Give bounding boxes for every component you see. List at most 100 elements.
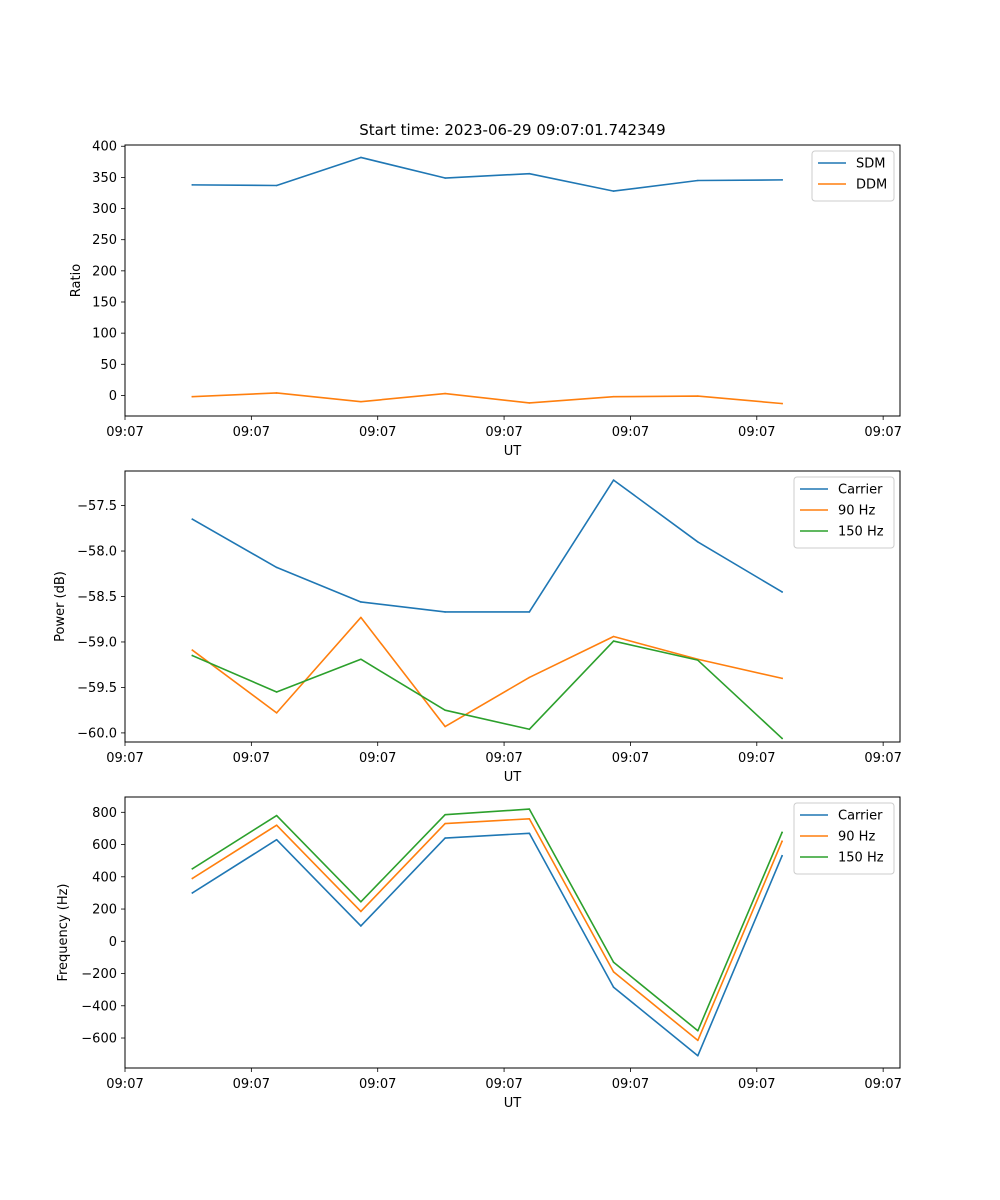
data-point (444, 822, 446, 825)
x-tick-label: 09:07 (864, 751, 901, 766)
data-point (781, 737, 783, 740)
data-point (444, 837, 446, 839)
y-tick-label: 100 (92, 327, 117, 342)
figure-title: Start time: 2023-06-29 09:07:01.742349 (359, 121, 665, 139)
data-point (275, 184, 278, 187)
data-point (697, 1054, 699, 1057)
data-point (360, 400, 362, 403)
y-tick-label: 250 (92, 233, 117, 248)
data-point (444, 177, 446, 179)
legend-label: 90 Hz (838, 830, 875, 845)
data-point (697, 1029, 699, 1032)
x-tick-label: 09:07 (233, 1077, 270, 1092)
x-tick-label: 09:07 (233, 425, 270, 440)
legend-label: DDM (856, 178, 887, 193)
y-tick-label: −60.0 (77, 726, 117, 741)
data-point (444, 392, 446, 395)
legend: Carrier 90 Hz 150 Hz (793, 476, 895, 549)
y-tick-label: −58.0 (77, 545, 117, 560)
data-point (444, 813, 446, 816)
y-tick-label: 400 (92, 140, 117, 155)
x-tick-label: 09:07 (738, 425, 775, 440)
data-point (360, 156, 362, 159)
data-point (781, 831, 783, 834)
y-tick-label: −59.5 (77, 681, 117, 696)
data-point (275, 691, 278, 693)
data-point (528, 611, 531, 613)
data-point (444, 725, 446, 728)
legend-label: 150 Hz (838, 525, 884, 540)
y-axis-label: Frequency (Hz) (56, 883, 71, 981)
legend: SDM DDM (811, 150, 895, 202)
data-point (528, 832, 531, 835)
data-point (528, 728, 531, 731)
y-tick-label: 300 (92, 202, 117, 217)
data-point (612, 395, 615, 398)
data-point (360, 910, 362, 913)
y-tick-label: 150 (92, 295, 117, 310)
legend: Carrier 90 Hz 150 Hz (793, 802, 895, 875)
x-tick-label: 09:07 (106, 425, 143, 440)
data-point (697, 179, 699, 182)
data-point (360, 925, 362, 927)
data-point (360, 658, 362, 661)
data-point (781, 855, 783, 857)
data-point (191, 184, 194, 186)
x-axis-label: UT (504, 770, 522, 785)
x-tick-label: 09:07 (359, 751, 396, 766)
x-tick-label: 09:07 (233, 751, 270, 766)
series-line-150-hz (191, 808, 784, 1032)
series-line-sdm (191, 156, 783, 192)
data-point (528, 808, 531, 810)
data-point (191, 395, 194, 398)
x-tick-label: 09:07 (106, 1077, 143, 1092)
series-line-90-hz (191, 817, 784, 1042)
y-tick-label: 400 (92, 870, 117, 885)
data-point (612, 190, 615, 192)
data-point (528, 676, 531, 679)
y-tick-label: 800 (92, 806, 117, 821)
data-point (191, 654, 194, 657)
y-tick-label: −58.5 (77, 590, 117, 605)
data-point (528, 817, 531, 820)
data-point (275, 824, 278, 827)
chart-panel-1: 09:07 09:07 09:07 09:07 09:07 09:07 09:07 0 50 10… (69, 140, 902, 459)
panels: 09:07 09:07 09:07 09:07 09:07 09:07 09:07 0 50 10… (53, 140, 902, 1111)
x-tick-label: 09:07 (612, 1077, 649, 1092)
x-tick-label: 09:07 (864, 1077, 901, 1092)
data-point (360, 616, 362, 619)
y-tick-label: 50 (100, 358, 117, 373)
data-point (528, 172, 531, 175)
y-tick-label: 0 (109, 935, 117, 950)
data-point (612, 986, 615, 989)
y-tick-label: −400 (81, 999, 117, 1014)
plot-frame (124, 470, 901, 743)
y-tick-label: 600 (92, 838, 117, 853)
x-tick-label: 09:07 (485, 751, 522, 766)
chart-panel-3: 09:07 09:07 09:07 09:07 09:07 09:07 09:07 −600 −… (56, 796, 902, 1111)
data-point (612, 640, 615, 642)
data-point (191, 892, 194, 894)
data-point (444, 611, 446, 613)
x-tick-label: 09:07 (485, 1077, 522, 1092)
y-tick-label: −57.5 (77, 499, 117, 514)
y-axis-label: Power (dB) (53, 571, 68, 642)
series-line-carrier (191, 832, 784, 1057)
legend-label: 150 Hz (838, 851, 884, 866)
data-point (697, 659, 699, 661)
data-point (191, 649, 194, 651)
plot-frame (124, 144, 901, 417)
plot-frame (124, 796, 901, 1069)
data-point (697, 541, 699, 543)
data-point (275, 712, 278, 714)
x-tick-label: 09:07 (485, 425, 522, 440)
series-line-ddm (191, 392, 783, 405)
data-point (275, 814, 278, 817)
data-point (697, 395, 699, 397)
data-point (275, 566, 278, 569)
x-tick-label: 09:07 (612, 751, 649, 766)
x-tick-label: 09:07 (612, 425, 649, 440)
legend-label: SDM (856, 157, 885, 172)
data-point (191, 877, 194, 880)
